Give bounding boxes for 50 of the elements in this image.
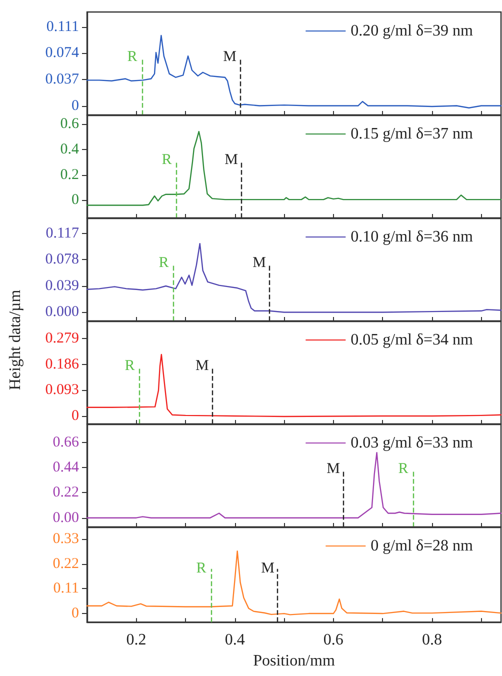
x-tick-label: 0.4 xyxy=(224,632,245,649)
y-tick-label: 0.093 xyxy=(45,382,79,398)
legend-label: 0.20 g/ml δ=39 nm xyxy=(350,22,474,40)
y-tick-label: 0.2 xyxy=(60,166,79,183)
ref-line-label: R xyxy=(158,254,169,271)
legend-label: 0 g/ml δ=28 nm xyxy=(370,538,474,554)
ref-line-label: M xyxy=(326,460,340,477)
ref-line-label: M xyxy=(224,152,238,168)
ref-line-label: R xyxy=(127,48,138,65)
y-tick-label: 0.44 xyxy=(52,459,80,476)
legend-label: 0.05 g/ml δ=34 nm xyxy=(350,332,474,348)
ref-line-label: M xyxy=(252,254,266,271)
y-tick-label: 0 xyxy=(72,98,79,114)
y-tick-label: 0.039 xyxy=(45,278,79,294)
y-tick-label: 0.4 xyxy=(60,141,80,158)
y-tick-label: 0.00 xyxy=(52,510,79,526)
y-tick-label: 0.66 xyxy=(52,434,80,450)
legend-label: 0.10 g/ml δ=36 nm xyxy=(350,228,474,246)
y-tick-label: 0.22 xyxy=(52,556,79,572)
y-tick-label: 0 xyxy=(72,606,79,622)
y-tick-label: 0.000 xyxy=(45,304,79,320)
y-tick-label: 0.078 xyxy=(45,252,79,268)
line-series xyxy=(86,354,502,418)
y-tick-label: 0.074 xyxy=(45,45,80,62)
ref-line-label: R xyxy=(124,358,135,374)
ref-line-label: R xyxy=(398,460,408,477)
y-tick-label: 0.22 xyxy=(52,484,79,501)
y-tick-label: 0.11 xyxy=(53,580,79,597)
legend-label: 0.03 g/ml δ=33 nm xyxy=(350,434,474,452)
y-tick-label: 0 xyxy=(72,192,79,208)
y-tick-label: 0.186 xyxy=(45,356,80,372)
ref-line-label: M xyxy=(223,48,236,65)
y-axis-title: Height data/µm xyxy=(7,290,25,390)
y-tick-label: 0.037 xyxy=(45,71,80,88)
line-series xyxy=(86,452,502,518)
y-tick-label: 0.117 xyxy=(46,225,80,242)
y-tick-label: 0.279 xyxy=(45,330,79,347)
ref-line-label: R xyxy=(162,152,172,168)
ref-line-label: R xyxy=(196,560,206,576)
ref-line-label: M xyxy=(261,560,274,576)
x-axis-title: Position/mm xyxy=(253,652,336,670)
ref-line-label: M xyxy=(196,358,209,374)
y-tick-label: 0.111 xyxy=(46,18,79,35)
legend-label: 0.15 g/ml δ=37 nm xyxy=(350,126,474,142)
y-tick-label: 0 xyxy=(72,408,79,424)
x-tick-label: 0.2 xyxy=(126,632,146,649)
y-tick-label: 0.6 xyxy=(60,116,80,132)
x-tick-label: 0.8 xyxy=(422,632,442,649)
x-tick-label: 0.6 xyxy=(323,632,344,649)
y-tick-label: 0.33 xyxy=(52,531,79,548)
